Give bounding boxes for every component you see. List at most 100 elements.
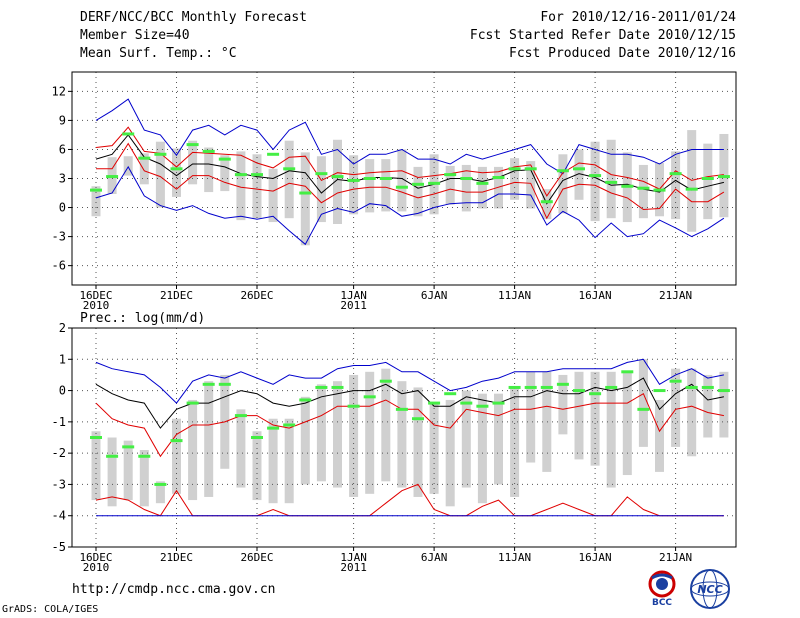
p1-marker-9 — [234, 173, 247, 177]
p1-ytick-label: 9 — [59, 113, 66, 127]
p1-marker-27 — [524, 167, 537, 171]
p1-box-22 — [445, 165, 455, 205]
p2-box-39 — [719, 371, 729, 438]
p1-marker-5 — [170, 167, 183, 171]
p1-ytick-label: 6 — [59, 142, 66, 156]
p1-box-4 — [155, 141, 165, 208]
p1-series-p90 — [95, 126, 724, 197]
p1-box-19 — [397, 149, 407, 212]
p1-ytick-label: -6 — [52, 259, 66, 273]
p1-box-30 — [574, 149, 584, 200]
p2-marker-21 — [428, 401, 441, 405]
p1-marker-33 — [621, 184, 634, 188]
p2-series-mean — [95, 392, 724, 458]
p2-box-3 — [139, 450, 149, 507]
p2-box-38 — [703, 374, 713, 438]
p1-box-3 — [139, 153, 149, 185]
p2-box-34 — [638, 359, 648, 447]
bcc-logo: BCC — [648, 570, 676, 608]
p1-ytick-label: 3 — [59, 172, 66, 186]
p1-box-26 — [510, 158, 520, 200]
p2-marker-24 — [476, 404, 489, 408]
p2-marker-33 — [621, 370, 634, 374]
p1-marker-35 — [653, 188, 666, 192]
p1-box-7 — [204, 147, 214, 193]
header-left: DERF/NCC/BCC Monthly Forecast Member Size… — [80, 9, 307, 63]
p2-box-16 — [349, 374, 359, 497]
p1-marker-17 — [363, 177, 376, 180]
p2-marker-5 — [170, 439, 183, 443]
p1-marker-36 — [669, 172, 682, 176]
p2-frame — [71, 327, 737, 548]
p1-xtick-label: 1JAN — [340, 289, 367, 302]
p2-ytick-label: 0 — [59, 384, 66, 398]
p2-box-15 — [333, 381, 342, 488]
grads-credit: GrADS: COLA/IGES — [2, 604, 99, 615]
p1-series-max — [95, 98, 724, 175]
p1-marker-34 — [637, 186, 650, 190]
p1-marker-13 — [299, 191, 312, 195]
p1-marker-25 — [492, 176, 505, 180]
p1-xtick-label: 16JAN — [579, 289, 612, 302]
p1-marker-3 — [138, 156, 151, 160]
p1-xtick-label: 21JAN — [659, 289, 692, 302]
p2-marker-35 — [653, 389, 666, 393]
variable-label: Mean Surf. Temp.: °C — [80, 46, 237, 61]
p1-marker-21 — [428, 181, 441, 185]
p2-marker-31 — [589, 392, 602, 396]
p2-box-26 — [510, 387, 520, 497]
p1-xtick-sublabel: 2011 — [340, 299, 367, 312]
p1-series-p10 — [96, 142, 725, 220]
p1-xtick-label: 16DEC — [79, 289, 112, 302]
p1-marker-22 — [444, 173, 457, 177]
p2-marker-2 — [122, 445, 135, 449]
p2-ytick-label: -2 — [52, 446, 66, 460]
p2-marker-6 — [186, 401, 199, 405]
p2-xtick-label: 16DEC — [79, 551, 112, 564]
ncc-logo-text: NCC — [697, 583, 722, 596]
p2-box-9 — [236, 409, 246, 488]
p2-box-17 — [365, 371, 375, 494]
p2-marker-27 — [524, 385, 537, 389]
p1-marker-29 — [556, 169, 569, 173]
p1-marker-1 — [106, 175, 119, 179]
p2-marker-23 — [460, 401, 473, 405]
p1-marker-16 — [347, 178, 360, 182]
source-url[interactable]: http://cmdp.ncc.cma.gov.cn — [72, 582, 276, 597]
chart-title: DERF/NCC/BCC Monthly Forecast — [80, 10, 307, 25]
p1-marker-24 — [476, 181, 489, 185]
p2-marker-37 — [685, 385, 698, 389]
p2-xtick-label: 1JAN — [340, 551, 367, 564]
p2-ytick-label: 2 — [59, 321, 66, 335]
p2-box-6 — [188, 399, 198, 501]
p1-marker-39 — [717, 175, 730, 179]
p2-box-29 — [558, 374, 568, 435]
p2-marker-28 — [540, 385, 553, 389]
p1-xtick-label: 6JAN — [421, 289, 448, 302]
p2-marker-1 — [106, 454, 119, 458]
p2-marker-13 — [299, 398, 312, 402]
p2-box-7 — [204, 381, 214, 497]
p2-box-25 — [494, 393, 503, 485]
p1-box-10 — [252, 154, 262, 219]
produced-date: Fcst Produced Date 2010/12/16 — [509, 46, 736, 61]
p2-box-5 — [172, 418, 181, 494]
p1-box-27 — [526, 161, 536, 209]
p1-box-32 — [606, 139, 616, 219]
start-date: Fcst Started Refer Date 2010/12/15 — [469, 28, 736, 43]
p2-box-37 — [687, 368, 697, 457]
p1-marker-38 — [701, 177, 714, 180]
p2-box-2 — [123, 440, 133, 501]
p2-marker-38 — [701, 385, 714, 389]
p1-marker-26 — [508, 167, 521, 171]
p1-box-2 — [123, 156, 133, 176]
p1-xtick-label: 26DEC — [240, 289, 273, 302]
p2-box-13 — [300, 396, 310, 485]
p2-marker-7 — [202, 382, 215, 386]
p1-box-36 — [671, 151, 681, 220]
p1-marker-32 — [605, 180, 618, 184]
p2-ytick-label: -3 — [52, 477, 66, 491]
p1-box-6 — [188, 140, 198, 185]
p1-marker-23 — [460, 177, 473, 180]
